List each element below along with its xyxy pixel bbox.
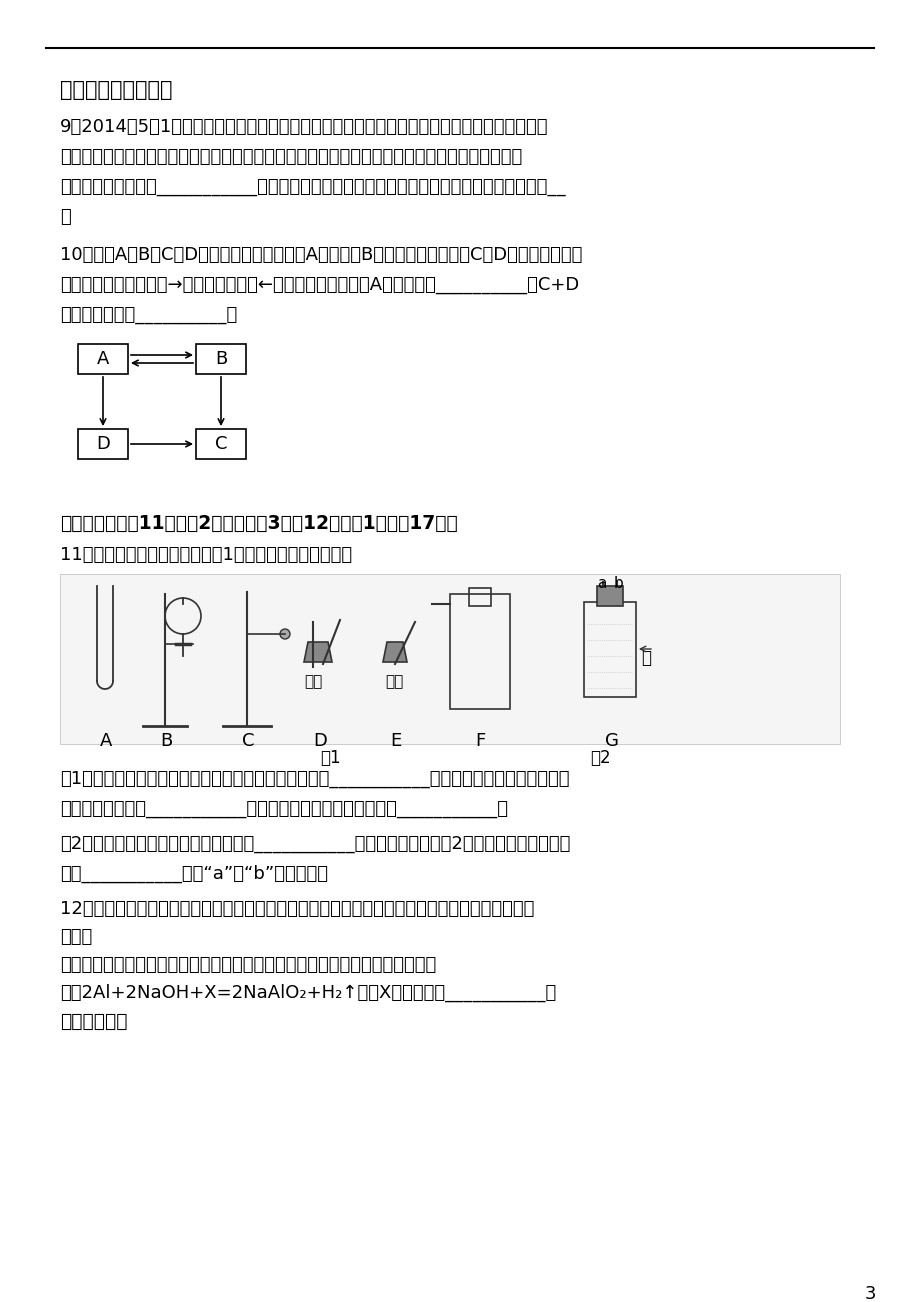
Text: C: C — [214, 435, 227, 453]
Text: 水: 水 — [641, 648, 651, 667]
Text: A: A — [96, 350, 109, 368]
Text: 图1: 图1 — [320, 749, 340, 767]
Text: 查阅资料】铝与氢氧化锹溶液可以发生反应，而铁、铜不与氢氧化锹溶液反应．: 查阅资料】铝与氢氧化锹溶液可以发生反应，而铁、铜不与氢氧化锹溶液反应． — [60, 956, 436, 974]
Bar — [469, 589, 491, 605]
Text: b: b — [613, 575, 623, 591]
Text: D: D — [96, 435, 109, 453]
Text: 探究．: 探究． — [60, 928, 92, 947]
Polygon shape — [303, 642, 332, 661]
Text: 双孔: 双孔 — [303, 674, 322, 689]
Text: C: C — [242, 732, 255, 750]
Polygon shape — [382, 642, 406, 661]
Text: 10．已知A、B、C、D是中学化学常见物质，A为单质，B是光合作用的原料，C、D为氧化物，他们: 10．已知A、B、C、D是中学化学常见物质，A为单质，B是光合作用的原料，C、D… — [60, 246, 582, 264]
Text: 之间的转化关系如图（→表示相互转化，←表示相互反应）．则A的化学式为__________，C+D: 之间的转化关系如图（→表示相互转化，←表示相互反应）．则A的化学式为______… — [60, 276, 579, 294]
Text: 花会减少黑火药中的___________成分（任写出一种成分）．你对橘子洲重新燃放烟花的看法是__: 花会减少黑火药中的___________成分（任写出一种成分）．你对橘子洲重新燃… — [60, 178, 565, 197]
Text: 三、简答题与推断题: 三、简答题与推断题 — [60, 79, 173, 100]
Text: 应从___________（填“a”或“b”）端导入．: 应从___________（填“a”或“b”）端导入． — [60, 865, 328, 883]
Bar — [196, 428, 245, 460]
Text: 火药由硫磺、木炭粉、霐酸鯨、氯酸鯨等成分组成．目前燃放的是环保烟花，请你判断制作环保烟: 火药由硫磺、木炭粉、霐酸鯨、氯酸鯨等成分组成．目前燃放的是环保烟花，请你判断制作… — [60, 148, 522, 165]
Text: 单孔: 单孔 — [384, 674, 403, 689]
Bar — [196, 344, 245, 374]
Bar — [60, 574, 839, 743]
Text: ．: ． — [60, 208, 71, 227]
Bar — [78, 344, 128, 374]
Text: E: E — [390, 732, 401, 750]
Text: 《探究实验》: 《探究实验》 — [60, 1012, 128, 1031]
Text: 12．已知某合金样品中可能含有铝、铁、铜中的两种或三种．某小组同学对该合金样品的成分进行: 12．已知某合金样品中可能含有铝、铁、铜中的两种或三种．某小组同学对该合金样品的… — [60, 900, 534, 918]
Text: 3: 3 — [864, 1285, 875, 1302]
Bar — [449, 594, 509, 710]
Text: F: F — [474, 732, 484, 750]
Text: （1）若要组装一套二氧化碳的发生装置，可选择图中的___________（填仸器下方的字母），收集: （1）若要组装一套二氧化碳的发生装置，可选择图中的___________（填仸器… — [60, 769, 569, 788]
Bar — [584, 602, 635, 697]
Text: 装置可选用图中的___________，制取二氧化碳的化学方程式为___________．: 装置可选用图中的___________，制取二氧化碳的化学方程式为_______… — [60, 799, 507, 818]
Text: B: B — [160, 732, 172, 750]
Text: 已知2Al+2NaOH+X=2NaAlO₂+H₂↑，则X的化学式为___________．: 已知2Al+2NaOH+X=2NaAlO₂+H₂↑，则X的化学式为_______… — [60, 984, 556, 1003]
Text: 9．2014年5月1日长沙橘子洲恢复节假日燃放烟花活动，传统烟花爆竹的主要成分是黑火药．黑: 9．2014年5月1日长沙橘子洲恢复节假日燃放烟花活动，传统烟花爆竹的主要成分是… — [60, 118, 548, 135]
Text: B: B — [215, 350, 227, 368]
Text: G: G — [605, 732, 618, 750]
Bar — [596, 586, 622, 605]
Text: 11．实验室部分仸器或装置如图1所示，请回答下列问题：: 11．实验室部分仸器或装置如图1所示，请回答下列问题： — [60, 546, 352, 564]
Text: 图2: 图2 — [589, 749, 610, 767]
Bar — [78, 428, 128, 460]
Text: A: A — [100, 732, 112, 750]
Text: 四、实验探究（11题每空2分，方程式3分，12题每空1分，共17分）: 四、实验探究（11题每空2分，方程式3分，12题每空1分，共17分） — [60, 514, 458, 533]
Text: 的化学方程式为__________．: 的化学方程式为__________． — [60, 306, 237, 324]
Circle shape — [279, 629, 289, 639]
Text: （2）用该发生装置还可以制取的气体是___________（填一种）．若用图2所示装置收集该气体，: （2）用该发生装置还可以制取的气体是___________（填一种）．若用图2所… — [60, 835, 570, 853]
Text: D: D — [312, 732, 326, 750]
Text: a: a — [596, 575, 606, 591]
